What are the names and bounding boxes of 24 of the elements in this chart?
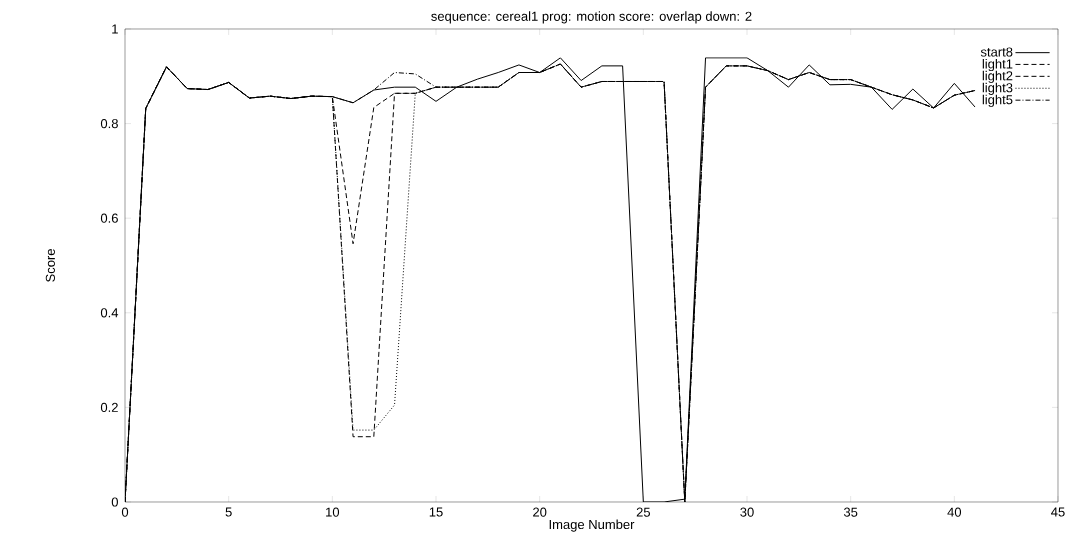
y-tick-label: 0.6 xyxy=(100,213,118,223)
chart-title: sequence: cereal1 prog: motion score: overlap down: 2 xyxy=(431,11,752,24)
x-tick-label: 25 xyxy=(636,507,651,517)
y-tick-label: 0.8 xyxy=(100,118,118,129)
x-tick-label: 30 xyxy=(740,507,754,517)
x-tick-label: 15 xyxy=(429,507,443,517)
y-axis-title: Score xyxy=(45,249,55,282)
legend-label: light3 xyxy=(982,82,1013,95)
x-axis-title: Image Number xyxy=(549,519,635,532)
x-tick-label: 0 xyxy=(121,507,129,517)
legend-label: light1 xyxy=(982,58,1013,72)
x-tick-label: 45 xyxy=(1051,507,1065,517)
y-tick-label: 0.4 xyxy=(100,308,119,318)
x-tick-label: 40 xyxy=(947,507,962,517)
x-tick-label: 10 xyxy=(326,507,340,517)
x-tick-label: 5 xyxy=(225,507,232,517)
x-tick-label: 35 xyxy=(843,507,858,517)
legend-label: light2 xyxy=(982,70,1013,83)
y-tick-label: 1 xyxy=(112,24,118,34)
legend-label: start8 xyxy=(980,47,1013,57)
y-tick-label: 0 xyxy=(111,497,118,507)
legend-label: light5 xyxy=(982,94,1013,107)
x-tick-label: 20 xyxy=(533,507,547,517)
y-tick-label: 0.2 xyxy=(100,402,118,412)
